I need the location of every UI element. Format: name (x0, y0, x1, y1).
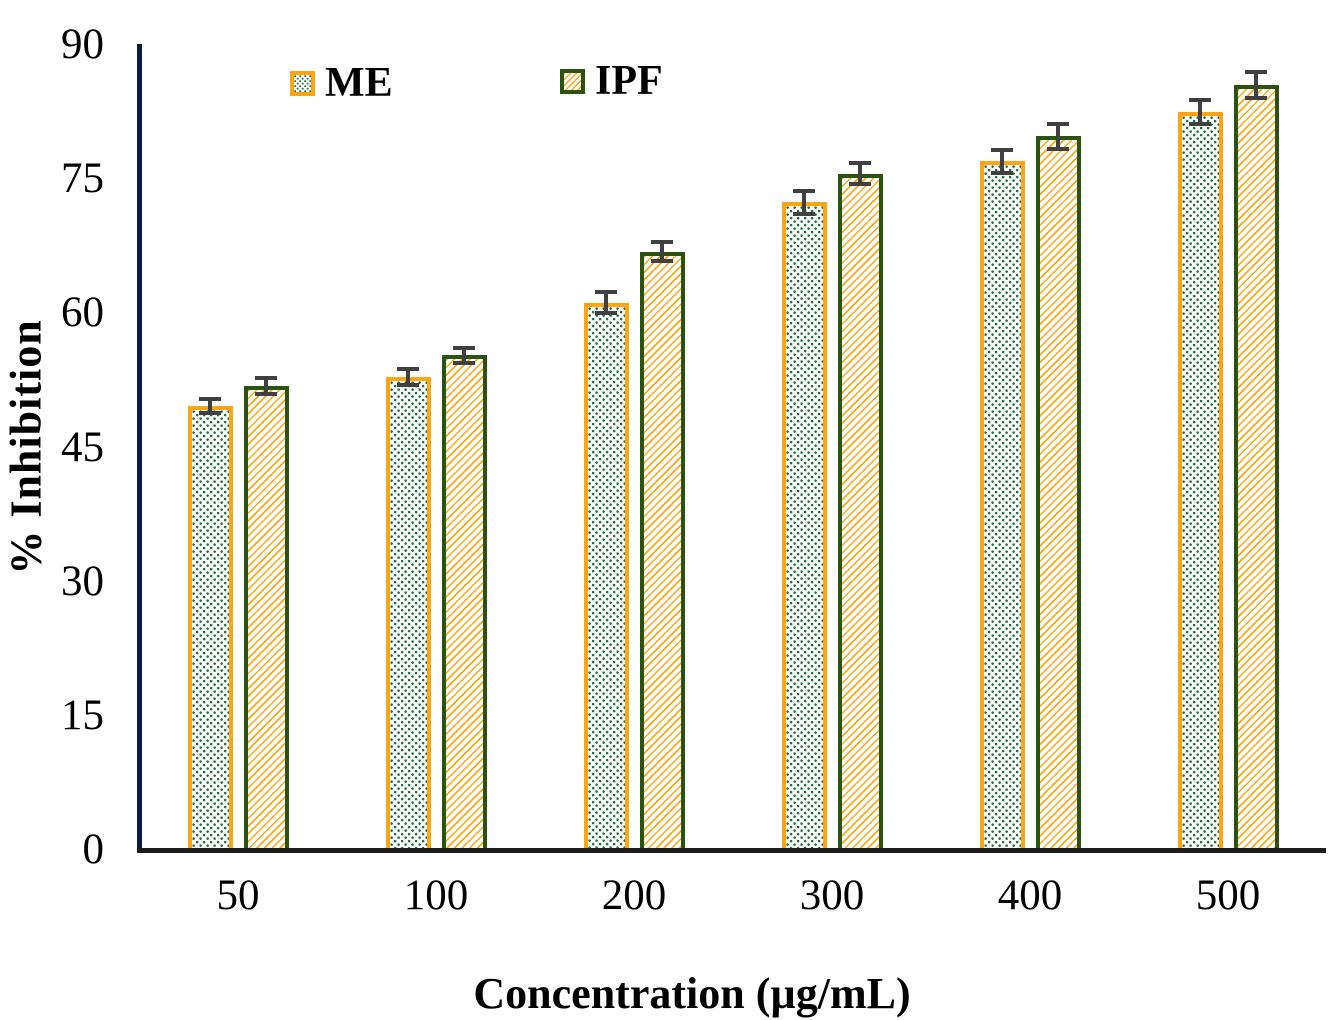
error-bar-line (858, 161, 862, 187)
x-axis-line (137, 848, 1326, 853)
error-bar-cap-bottom (255, 391, 277, 396)
error-bar-line (802, 189, 806, 216)
error-bar-line (406, 367, 410, 387)
error-bar-cap-bottom (849, 182, 871, 187)
me-bar-100 (385, 376, 431, 850)
me-error-bar-400 (991, 147, 1013, 175)
me-bar-300 (781, 202, 827, 850)
x-axis-title: Concentration (µg/mL) (473, 969, 911, 1018)
error-bar-cap-bottom (199, 411, 221, 416)
error-bar-cap-bottom (1189, 122, 1211, 127)
ipf-error-bar-500 (1245, 70, 1267, 101)
ipf-bar-400 (1035, 136, 1081, 850)
error-bar-cap-bottom (595, 311, 617, 316)
ipf-error-bar-200 (651, 239, 673, 264)
error-bar-line (1056, 121, 1060, 151)
x-tick-label: 50 (216, 872, 260, 919)
error-bar-cap-top (199, 397, 221, 402)
x-tick-label: 200 (601, 872, 667, 919)
y-tick-label: 90 (61, 21, 104, 68)
me-error-bar-200 (595, 290, 617, 316)
error-bar-cap-bottom (793, 211, 815, 216)
y-tick-label: 15 (61, 691, 104, 739)
legend-swatch-me-icon (290, 70, 315, 96)
y-tick-label: 0 (82, 826, 105, 873)
x-tick-label: 100 (403, 872, 469, 919)
y-tick-label: 45 (61, 423, 104, 471)
error-bar-cap-bottom (397, 382, 419, 387)
error-bar-line (264, 375, 268, 396)
me-bar-400 (979, 161, 1025, 850)
error-bar-line (604, 290, 608, 316)
x-tick-label: 300 (799, 872, 865, 919)
y-axis-line (137, 44, 142, 853)
error-bar-cap-bottom (453, 361, 475, 366)
y-tick-label: 30 (61, 557, 104, 605)
me-error-bar-50 (199, 397, 221, 416)
error-bar-cap-top (453, 345, 475, 350)
ipf-bar-500 (1233, 85, 1279, 850)
legend-label-ipf: IPF (595, 58, 663, 104)
error-bar-cap-top (1245, 70, 1267, 75)
me-bar-200 (583, 302, 629, 850)
error-bar-line (660, 239, 664, 264)
legend-swatch-ipf-icon (560, 68, 585, 94)
legend-label-me: ME (325, 60, 393, 106)
me-error-bar-300 (793, 189, 815, 216)
ipf-error-bar-300 (849, 161, 871, 187)
error-bar-line (1198, 97, 1202, 127)
error-bar-line (1000, 147, 1004, 175)
legend-item-me: ME (290, 62, 393, 104)
error-bar-cap-top (1047, 121, 1069, 126)
error-bar-cap-top (849, 161, 871, 166)
ipf-bar-300 (837, 173, 883, 850)
me-bar-50 (187, 406, 233, 850)
error-bar-cap-top (255, 375, 277, 380)
error-bar-cap-top (397, 367, 419, 371)
x-tick-label: 500 (1195, 872, 1261, 919)
error-bar-line (1254, 70, 1258, 101)
ipf-bar-100 (441, 355, 487, 850)
error-bar-cap-bottom (1245, 96, 1267, 101)
me-error-bar-100 (397, 367, 419, 387)
error-bar-line (208, 397, 212, 416)
legend-item-ipf: IPF (560, 60, 663, 102)
y-tick-label: 75 (61, 155, 104, 203)
ipf-error-bar-400 (1047, 121, 1069, 151)
error-bar-cap-bottom (1047, 146, 1069, 151)
x-tick-label: 400 (997, 872, 1063, 919)
ipf-bar-200 (639, 251, 685, 850)
error-bar-cap-top (651, 239, 673, 244)
error-bar-cap-bottom (651, 259, 673, 264)
ipf-error-bar-50 (255, 375, 277, 396)
me-error-bar-500 (1189, 97, 1211, 127)
y-tick-label: 60 (61, 289, 104, 337)
error-bar-cap-top (1189, 97, 1211, 102)
ipf-error-bar-100 (453, 345, 475, 366)
error-bar-cap-bottom (991, 170, 1013, 175)
error-bar-cap-top (793, 189, 815, 193)
me-bar-500 (1177, 112, 1223, 850)
error-bar-line (462, 345, 466, 366)
error-bar-cap-top (991, 147, 1013, 152)
error-bar-cap-top (595, 290, 617, 295)
ipf-bar-50 (243, 385, 289, 850)
